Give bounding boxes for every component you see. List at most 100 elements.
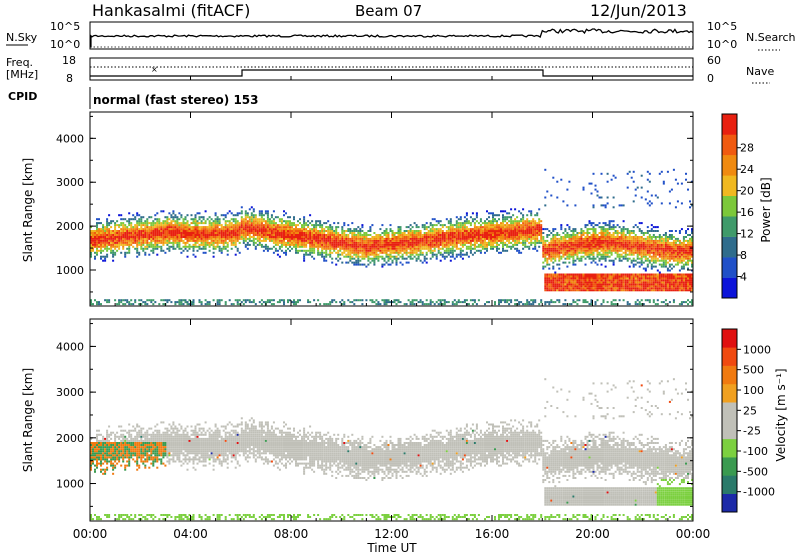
power-cell [430, 246, 432, 248]
power-cell [398, 232, 400, 234]
power-cell [313, 230, 315, 232]
power-cell [351, 258, 353, 260]
power-cell [150, 232, 152, 234]
power-cell [152, 250, 154, 252]
power-cell [331, 236, 333, 238]
power-cell [329, 248, 331, 250]
power-cell [303, 230, 305, 232]
power-cell [124, 254, 126, 256]
power-cell [476, 234, 478, 236]
power-cell [178, 212, 180, 214]
power-cell [520, 226, 522, 228]
power-cell [556, 281, 558, 283]
power-cell [211, 236, 213, 238]
power-cell [325, 256, 327, 258]
power-cell [335, 258, 337, 260]
power-cell [520, 218, 522, 220]
power-cell [520, 238, 522, 240]
power-cell [176, 238, 178, 240]
power-cell [231, 230, 233, 232]
power-cell [140, 232, 142, 234]
power-cell [595, 303, 597, 305]
power-cell [572, 238, 574, 240]
power-cell [166, 301, 168, 303]
power-cell [426, 303, 428, 305]
power-cell [631, 254, 633, 256]
power-cell [329, 236, 331, 238]
power-cell [156, 222, 158, 224]
power-cell [637, 283, 639, 285]
power-cell [492, 216, 494, 218]
power-cell [576, 242, 578, 244]
power-cell [178, 226, 180, 228]
power-cell [197, 226, 199, 228]
power-cell [556, 256, 558, 258]
power-cell [381, 246, 383, 248]
power-cell [209, 230, 211, 232]
power-cell [369, 258, 371, 260]
power-cell [619, 240, 621, 242]
power-cell [369, 230, 371, 232]
power-cell [484, 244, 486, 246]
power-cell [564, 242, 566, 244]
power-cell [325, 240, 327, 242]
power-cell [572, 274, 574, 276]
power-cell [120, 238, 122, 240]
power-cell [178, 224, 180, 226]
power-cell [237, 236, 239, 238]
power-cell [619, 299, 621, 301]
power-cell [556, 252, 558, 254]
power-cell [603, 248, 605, 250]
power-cell [377, 303, 379, 305]
power-cell [199, 240, 201, 242]
power-cell [408, 299, 410, 301]
power-cell [436, 254, 438, 256]
power-cell [480, 224, 482, 226]
power-cell [265, 246, 267, 248]
power-cell [388, 236, 390, 238]
power-cell [580, 236, 582, 238]
power-cell [106, 218, 108, 220]
power-cell [273, 210, 275, 212]
power-cell [178, 232, 180, 234]
power-cell [341, 254, 343, 256]
power-cell [482, 242, 484, 244]
power-cell [560, 258, 562, 260]
power-cell [412, 230, 414, 232]
power-cell [174, 301, 176, 303]
power-cell [195, 216, 197, 218]
power-cell [134, 234, 136, 236]
power-cell [617, 252, 619, 254]
power-cell [611, 252, 613, 254]
power-cell [152, 238, 154, 240]
power-cell [223, 214, 225, 216]
power-cell [295, 242, 297, 244]
power-cell [476, 228, 478, 230]
power-cell [168, 234, 170, 236]
power-cell [291, 236, 293, 238]
power-cell [562, 256, 564, 258]
power-cell [619, 248, 621, 250]
power-cell [392, 232, 394, 234]
power-cell [124, 256, 126, 258]
power-cell [172, 226, 174, 228]
power-cell [470, 216, 472, 218]
power-cell [619, 226, 621, 228]
power-cell [601, 248, 603, 250]
power-cell [94, 234, 96, 236]
power-cell [329, 242, 331, 244]
power-cell [138, 234, 140, 236]
power-cell [609, 232, 611, 234]
power-cell [174, 240, 176, 242]
power-cell [152, 244, 154, 246]
power-cell [603, 279, 605, 281]
power-cell [273, 240, 275, 242]
power-cell [416, 240, 418, 242]
power-cell [351, 232, 353, 234]
power-cell [180, 240, 182, 242]
power-cell [486, 232, 488, 234]
power-cell [251, 236, 253, 238]
power-cell [327, 230, 329, 232]
power-cell [524, 228, 526, 230]
power-cell [629, 232, 631, 234]
